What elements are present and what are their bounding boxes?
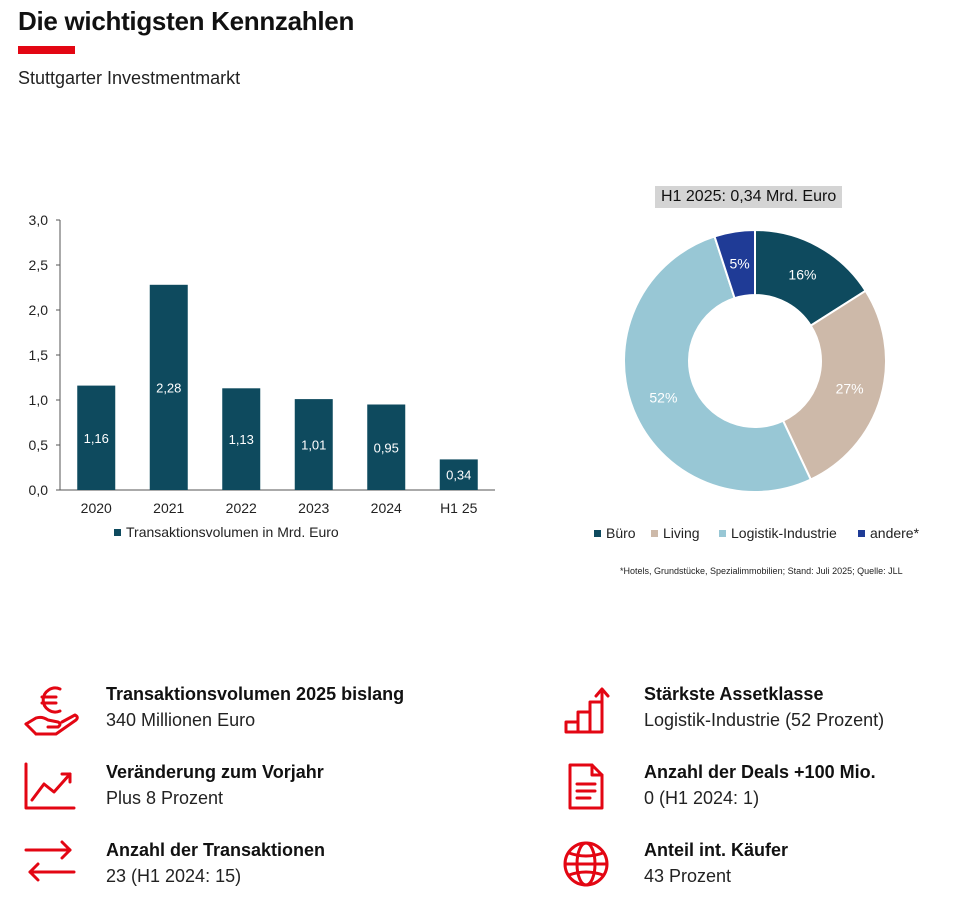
x-tick-label: 2023: [298, 500, 329, 516]
document-icon: [568, 763, 604, 810]
legend-label: andere*: [870, 525, 920, 541]
y-tick-label: 1,0: [29, 392, 49, 408]
donut-slice: [713, 228, 756, 300]
legend-swatch: [114, 529, 121, 536]
page-title: Die wichtigsten Kennzahlen: [18, 6, 355, 36]
legend-label: Living: [663, 525, 700, 541]
kpi-title: Anteil int. Käufer: [644, 840, 789, 860]
y-tick-label: 0,5: [29, 437, 49, 453]
y-tick-label: 2,5: [29, 257, 49, 273]
pie-footnote: *Hotels, Grundstücke, Spezialimmobilien;…: [620, 566, 903, 576]
globe-icon: [563, 841, 609, 887]
legend-item-buero: Büro: [594, 525, 636, 541]
pie-title: H1 2025: 0,34 Mrd. Euro: [655, 186, 843, 208]
growth-bars-icon: [564, 687, 610, 734]
kpi-title: Veränderung zum Vorjahr: [106, 762, 324, 782]
legend-item-andere: andere*: [858, 525, 919, 541]
donut-slice: [623, 235, 813, 493]
legend-swatch: [594, 529, 601, 537]
bar: [294, 399, 333, 490]
kpi-value: Plus 8 Prozent: [106, 788, 224, 808]
bar: [439, 459, 478, 490]
legend-swatch: [858, 529, 865, 537]
legend-swatch: [651, 529, 658, 537]
kpi-value: 43 Prozent: [644, 866, 732, 886]
bar-value-label: 0,95: [374, 440, 399, 455]
y-tick-label: 1,5: [29, 347, 49, 363]
kpi-title: Anzahl der Deals +100 Mio.: [644, 762, 876, 782]
legend-label: Logistik-Industrie: [731, 525, 837, 541]
legend-swatch: [719, 529, 726, 537]
legend-item-living: Living: [651, 525, 700, 541]
slice-value-label: 16%: [788, 267, 816, 283]
kpi-value: 0 (H1 2024: 1): [644, 788, 760, 808]
bar: [222, 388, 261, 490]
bar: [367, 404, 406, 490]
slice-value-label: 27%: [836, 380, 864, 396]
x-tick-label: 2021: [153, 500, 184, 516]
bar-value-label: 0,34: [446, 468, 471, 483]
bar: [149, 284, 188, 490]
slice-value-label: 5%: [729, 256, 749, 272]
x-tick-label: 2020: [81, 500, 112, 516]
x-tick-label: H1 25: [440, 500, 478, 516]
kpi-value: 23 (H1 2024: 15): [106, 866, 242, 886]
kpi-title: Anzahl der Transaktionen: [106, 840, 326, 860]
y-tick-label: 0,0: [29, 482, 49, 498]
page-subtitle: Stuttgarter Investmentmarkt: [18, 68, 241, 88]
bar-value-label: 2,28: [156, 380, 181, 395]
y-tick-label: 2,0: [29, 302, 49, 318]
euro-hand-icon: [24, 686, 79, 736]
kpi-value: 340 Millionen Euro: [106, 710, 256, 730]
bar-value-label: 1,01: [301, 438, 326, 453]
slice-value-label: 52%: [649, 389, 677, 405]
bar-chart: 0,0 0,5 1,0 1,5 2,0 2,5 3,0 1,16 2020 2,28 2021 1,1…: [29, 212, 495, 540]
x-tick-label: 2024: [371, 500, 402, 516]
legend-item-logistik: Logistik-Industrie: [719, 525, 837, 541]
bar-value-label: 1,13: [229, 432, 254, 447]
bar: [77, 385, 116, 490]
exchange-arrows-icon: [24, 840, 76, 882]
donut-slice: [781, 289, 887, 481]
kpi-title: Transaktionsvolumen 2025 bislang: [106, 684, 405, 704]
bar-value-label: 1,16: [84, 431, 109, 446]
title-underline: [18, 46, 75, 54]
legend-label: Transaktionsvolumen in Mrd. Euro: [126, 524, 339, 540]
legend-label: Büro: [606, 525, 636, 541]
kpi-value: Logistik-Industrie (52 Prozent): [644, 710, 885, 730]
y-tick-label: 3,0: [29, 212, 49, 228]
donut-chart: 16% 27% 52% 5%: [623, 228, 887, 493]
kpi-title: Stärkste Assetklasse: [644, 684, 824, 704]
x-tick-label: 2022: [226, 500, 257, 516]
trend-chart-icon: [24, 762, 76, 810]
